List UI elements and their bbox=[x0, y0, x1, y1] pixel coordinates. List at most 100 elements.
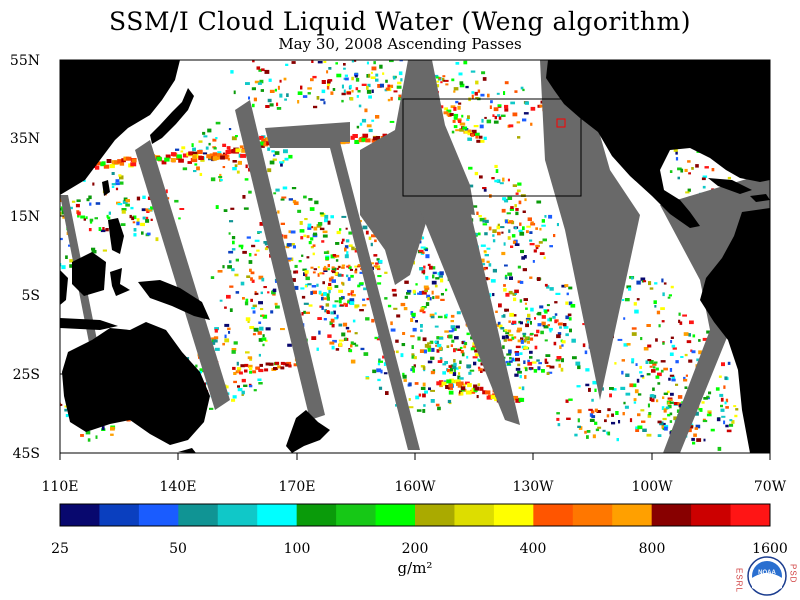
cloud-pixel bbox=[233, 90, 236, 95]
map-plot-area bbox=[60, 53, 770, 453]
cloud-pixel bbox=[268, 78, 272, 82]
cloud-pixel bbox=[232, 149, 237, 154]
cloud-pixel bbox=[477, 89, 481, 93]
cloud-pixel bbox=[377, 282, 382, 285]
cloud-pixel bbox=[568, 301, 573, 306]
cloud-pixel bbox=[487, 93, 490, 98]
cloud-pixel bbox=[670, 392, 674, 396]
cloud-pixel bbox=[412, 315, 416, 319]
cloud-pixel bbox=[422, 366, 426, 370]
cloud-pixel bbox=[667, 405, 672, 409]
cloud-pixel bbox=[233, 372, 237, 375]
cloud-pixel bbox=[523, 339, 527, 343]
cloud-pixel bbox=[355, 77, 360, 82]
cloud-pixel bbox=[336, 230, 341, 235]
cloud-pixel bbox=[136, 196, 141, 201]
cloud-pixel bbox=[675, 360, 679, 364]
cloud-pixel bbox=[262, 343, 265, 347]
cloud-pixel bbox=[350, 344, 353, 348]
cloud-pixel bbox=[355, 87, 359, 91]
cloud-pixel bbox=[241, 378, 246, 383]
cloud-pixel bbox=[673, 148, 678, 152]
cloud-pixel bbox=[427, 342, 432, 345]
cloud-pixel bbox=[319, 305, 323, 308]
cloud-pixel bbox=[260, 291, 263, 295]
cloud-pixel bbox=[308, 198, 313, 201]
cloud-pixel bbox=[111, 160, 117, 165]
cloud-pixel bbox=[244, 369, 248, 373]
cloud-pixel bbox=[292, 278, 296, 282]
cloud-pixel bbox=[663, 392, 668, 395]
cloud-pixel bbox=[176, 154, 182, 159]
cloud-pixel bbox=[219, 173, 222, 177]
cloud-pixel bbox=[338, 289, 343, 293]
cloud-pixel bbox=[706, 413, 712, 417]
cloud-pixel bbox=[330, 91, 334, 95]
cloud-pixel bbox=[76, 199, 81, 202]
cloud-pixel bbox=[559, 345, 562, 349]
cloud-pixel bbox=[95, 165, 100, 170]
cloud-pixel bbox=[346, 251, 349, 255]
cloud-pixel bbox=[625, 373, 630, 377]
cloud-pixel bbox=[588, 408, 593, 411]
cloud-pixel bbox=[548, 317, 552, 322]
cloud-pixel bbox=[447, 399, 452, 404]
cloud-pixel bbox=[345, 239, 350, 243]
cloud-pixel bbox=[232, 395, 237, 399]
cloud-pixel bbox=[385, 79, 388, 83]
cloud-pixel bbox=[607, 431, 611, 436]
cloud-pixel bbox=[524, 101, 529, 105]
land-sulawesi bbox=[110, 268, 130, 296]
cloud-pixel bbox=[451, 78, 455, 82]
cloud-pixel bbox=[530, 307, 534, 312]
cloud-pixel bbox=[195, 364, 198, 368]
cloud-pixel bbox=[446, 345, 450, 348]
cloud-pixel bbox=[377, 362, 381, 366]
cloud-pixel bbox=[232, 167, 237, 171]
cloud-pixel bbox=[400, 353, 404, 358]
cloud-pixel bbox=[631, 358, 635, 362]
cloud-pixel bbox=[387, 84, 390, 89]
cloud-pixel bbox=[483, 136, 487, 140]
cloud-pixel bbox=[338, 323, 343, 327]
cloud-pixel bbox=[198, 156, 204, 160]
cloud-pixel bbox=[640, 409, 645, 412]
cloud-pixel bbox=[288, 230, 291, 234]
cloud-pixel bbox=[678, 312, 681, 316]
cloud-pixel bbox=[459, 360, 462, 364]
cloud-pixel bbox=[524, 367, 528, 372]
cloud-pixel bbox=[621, 370, 624, 375]
cloud-pixel bbox=[450, 105, 456, 109]
cloud-pixel bbox=[256, 249, 260, 252]
cloud-pixel bbox=[606, 431, 609, 435]
cloud-pixel bbox=[132, 215, 137, 220]
cloud-pixel bbox=[236, 367, 242, 371]
cloud-pixel bbox=[350, 274, 354, 278]
cloud-pixel bbox=[474, 91, 478, 96]
cloud-pixel bbox=[515, 192, 519, 195]
cloud-pixel bbox=[454, 336, 459, 340]
cloud-pixel bbox=[258, 68, 262, 72]
cloud-pixel bbox=[132, 221, 136, 224]
cloud-pixel bbox=[509, 357, 512, 360]
cloud-pixel bbox=[303, 302, 309, 305]
cloud-pixel bbox=[453, 348, 456, 353]
land-south-america bbox=[700, 208, 770, 453]
cloud-pixel bbox=[451, 328, 455, 332]
cloud-pixel bbox=[458, 366, 461, 369]
cloud-pixel bbox=[297, 91, 303, 95]
cloud-pixel bbox=[228, 232, 231, 235]
cloud-pixel bbox=[466, 364, 472, 369]
cloud-pixel bbox=[553, 341, 557, 346]
cloud-pixel bbox=[280, 53, 284, 56]
cloud-pixel bbox=[312, 252, 315, 256]
cloud-pixel bbox=[280, 198, 285, 201]
cloud-pixel bbox=[543, 325, 549, 329]
cloud-pixel bbox=[514, 351, 519, 354]
cloud-pixel bbox=[310, 237, 314, 241]
cloud-pixel bbox=[110, 433, 114, 436]
cloud-pixel bbox=[734, 414, 738, 418]
cloud-pixel bbox=[191, 158, 198, 163]
cloud-pixel bbox=[443, 79, 446, 82]
cloud-pixel bbox=[342, 322, 348, 327]
